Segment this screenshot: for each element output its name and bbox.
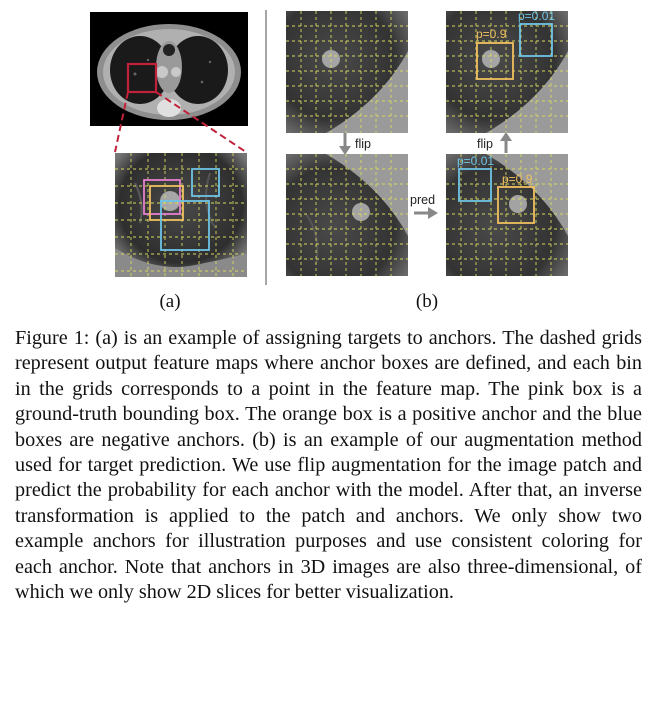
flip-up-arrow (500, 132, 512, 153)
pred-blue-anchor (458, 168, 492, 202)
panel-b-label: (b) (415, 291, 439, 312)
figure-caption: Figure 1: (a) is an example of assigning… (15, 327, 642, 604)
positive-anchor-box (149, 185, 184, 221)
patch-flipped (286, 154, 408, 276)
label-p09-top: p=0.9 (476, 27, 507, 41)
negative-anchor-box-2 (160, 200, 210, 251)
flip-down-label: flip (355, 137, 371, 151)
zoom-connectors: flip flip pred (114, 10, 512, 285)
pred-arrow (414, 207, 438, 219)
panel-a-label: (a) (159, 291, 181, 312)
inverse-orange-anchor (476, 42, 514, 80)
negative-anchor-box-1 (191, 168, 220, 197)
label-p001-bottom: p=0.01 (457, 154, 494, 168)
label-p09-bottom: p=0.9 (502, 172, 533, 186)
pred-orange-anchor (497, 186, 535, 224)
zoomed-patch-a (115, 153, 247, 277)
patch-original (286, 11, 408, 133)
ground-truth-box (143, 179, 181, 215)
ct-scan-image (90, 12, 248, 126)
pred-label: pred (410, 193, 435, 207)
label-p001-top: p=0.01 (518, 11, 555, 23)
figure-1: flip flip pred (0, 0, 657, 322)
zoom-region-box (126, 62, 158, 94)
flip-down-arrow (339, 133, 351, 155)
flip-up-label: flip (477, 137, 493, 151)
inverse-blue-anchor (519, 23, 553, 57)
patch-predicted: p=0.01 p=0.9 (446, 154, 568, 276)
patch-inverse: p=0.9 p=0.01 (446, 11, 568, 133)
